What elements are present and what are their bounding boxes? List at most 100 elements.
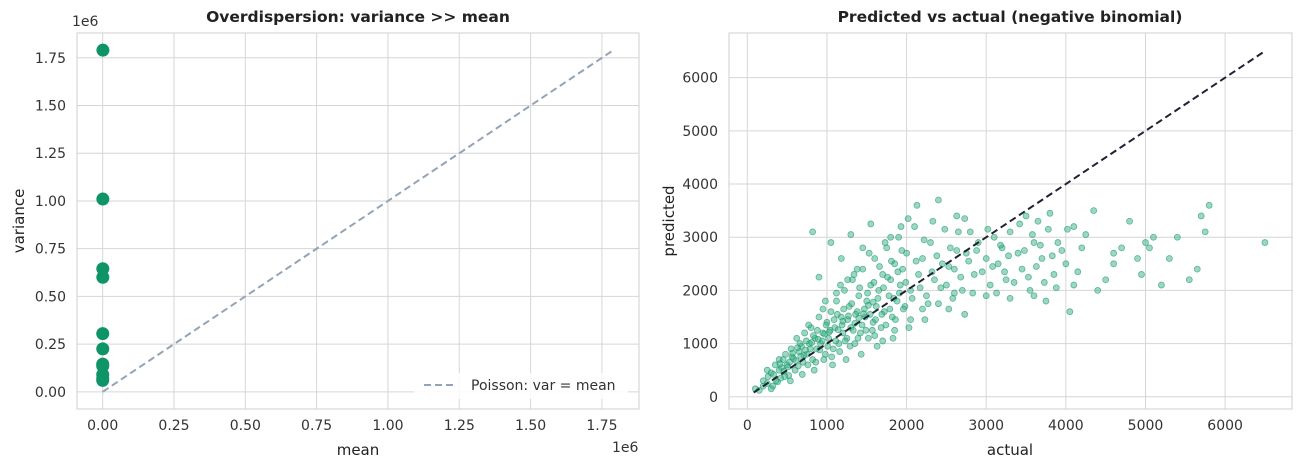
data-point — [840, 305, 848, 313]
data-point — [1173, 233, 1181, 241]
left-gridlines — [77, 33, 639, 409]
data-point — [812, 358, 820, 366]
data-point — [957, 273, 965, 281]
data-point — [1158, 281, 1165, 289]
data-point — [872, 316, 879, 324]
data-point — [798, 371, 806, 378]
data-point — [904, 215, 912, 223]
data-point — [820, 356, 828, 363]
data-point — [96, 342, 110, 356]
data-point — [858, 321, 866, 329]
data-point — [855, 292, 863, 300]
left-y-scale-label: 1e6 — [72, 14, 99, 30]
right-plot-frame — [728, 32, 1293, 410]
data-point — [789, 349, 797, 357]
data-point — [1032, 263, 1040, 270]
data-point — [1134, 255, 1141, 262]
x-tick-label: 6000 — [1207, 418, 1243, 434]
data-point — [829, 345, 837, 353]
data-point — [864, 301, 872, 309]
data-point — [935, 300, 942, 308]
data-point — [929, 217, 937, 225]
data-point — [1126, 217, 1133, 225]
data-point — [891, 326, 899, 334]
data-point — [832, 337, 840, 345]
data-point — [857, 350, 865, 358]
data-point — [953, 247, 961, 254]
x-tick-label: 5000 — [1128, 418, 1164, 434]
data-point — [846, 342, 854, 350]
data-point — [848, 300, 856, 308]
data-point — [982, 255, 990, 262]
data-point — [763, 366, 771, 374]
data-point — [776, 360, 784, 368]
data-point — [794, 344, 801, 352]
data-point — [970, 271, 978, 278]
data-point — [887, 233, 895, 241]
data-point — [1025, 273, 1032, 281]
x-tick-label: 1000 — [809, 418, 845, 434]
data-point — [907, 316, 914, 324]
data-point — [882, 321, 890, 329]
left-points — [96, 43, 110, 387]
data-point — [869, 298, 877, 306]
data-point — [973, 247, 981, 254]
data-point — [1150, 233, 1157, 241]
data-point — [870, 279, 878, 286]
data-point — [825, 334, 832, 342]
data-point — [994, 260, 1002, 268]
data-point — [924, 300, 932, 308]
y-tick-label: 0.25 — [35, 337, 66, 353]
data-point — [871, 332, 879, 340]
data-point — [1193, 265, 1201, 273]
data-point — [982, 292, 990, 300]
data-point — [854, 334, 862, 342]
right-y-tick-labels: 0 1000 2000 3000 4000 5000 6000 — [682, 71, 718, 406]
data-point — [915, 271, 922, 278]
data-point — [821, 297, 829, 305]
data-point — [845, 312, 852, 320]
data-point — [793, 334, 801, 342]
data-point — [767, 385, 775, 393]
overdispersion-chart: 0.00 0.25 0.50 0.75 1.00 1.25 1.50 1.75 0.00 0.2… — [10, 8, 640, 459]
data-point — [888, 257, 895, 265]
data-point — [810, 332, 817, 340]
data-point — [897, 223, 905, 230]
data-point — [1064, 225, 1071, 233]
identity-reference-line — [753, 50, 1266, 394]
data-point — [879, 337, 887, 345]
x-tick-label: 1.50 — [515, 418, 546, 434]
y-tick-label: 1.00 — [35, 194, 66, 210]
data-point — [873, 342, 881, 350]
data-point — [1006, 294, 1014, 302]
data-point — [884, 273, 891, 281]
x-tick-label: 4000 — [1048, 418, 1084, 434]
data-point — [1201, 228, 1209, 236]
data-point — [902, 279, 910, 286]
right-chart-title: Predicted vs actual (negative binomial) — [838, 8, 1183, 26]
data-point — [1205, 201, 1213, 209]
data-point — [1034, 217, 1042, 225]
left-x-scale-label: 1e6 — [612, 440, 639, 456]
data-point — [1185, 276, 1193, 284]
data-point — [1030, 292, 1038, 300]
data-point — [871, 255, 879, 262]
data-point — [860, 310, 867, 318]
data-point — [886, 305, 894, 313]
y-tick-label: 1.25 — [35, 146, 66, 162]
data-point — [841, 287, 848, 294]
data-point — [839, 317, 847, 325]
data-point — [993, 289, 1000, 297]
y-tick-label: 1.75 — [35, 51, 66, 67]
data-point — [822, 321, 830, 329]
data-point — [1050, 271, 1058, 278]
data-point — [801, 329, 809, 337]
data-point — [894, 268, 902, 276]
data-point — [899, 305, 907, 313]
data-point — [945, 263, 953, 270]
data-point — [829, 361, 836, 369]
x-tick-label: 3000 — [968, 418, 1004, 434]
x-tick-label: 1.00 — [372, 418, 403, 434]
data-point — [827, 239, 835, 246]
